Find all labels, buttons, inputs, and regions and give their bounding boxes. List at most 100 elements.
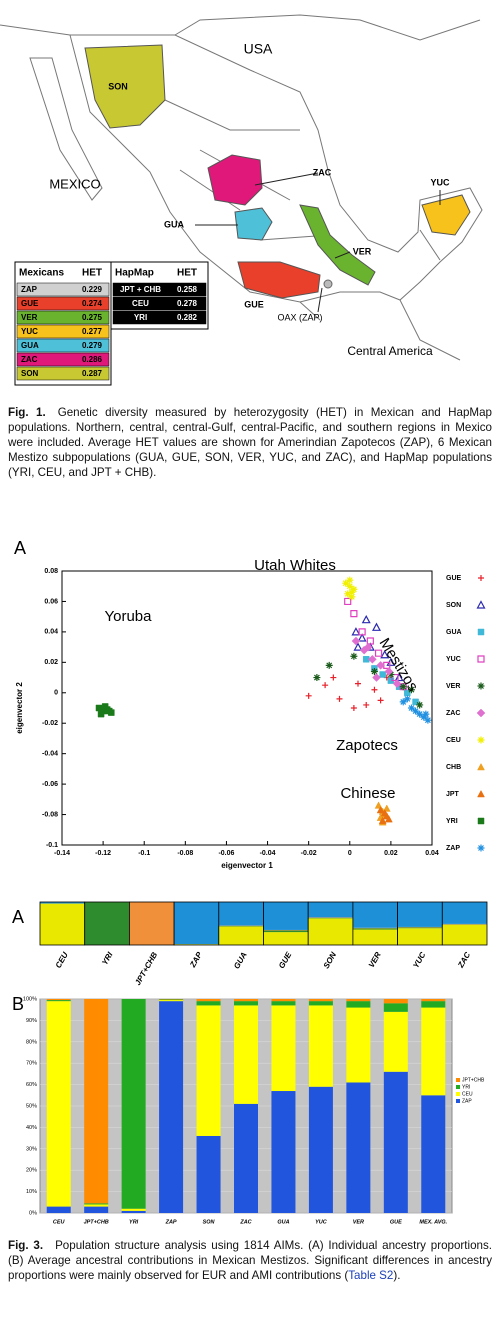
region-zac: [207, 154, 263, 206]
marker: [399, 698, 407, 706]
bar-segment: [383, 1003, 408, 1012]
baja-outline: [29, 57, 103, 201]
ancestry-segment: [40, 903, 85, 945]
table-het: 0.277: [82, 327, 103, 336]
bar-segment: [234, 1103, 258, 1213]
marker: [322, 682, 329, 689]
ancestry-segment: [218, 926, 264, 945]
legend-marker: [476, 600, 486, 609]
marker: [377, 697, 384, 704]
bar-segment: [308, 1001, 333, 1006]
y-tick-label: 0: [54, 690, 58, 697]
annotation: Zapotecs: [336, 737, 398, 754]
x-tick-label: 0.04: [425, 850, 439, 857]
legend-label: SON: [446, 602, 461, 609]
x-tick-label: YUC: [315, 1219, 328, 1225]
marker: [351, 636, 361, 646]
marker: [348, 593, 356, 601]
y-tick-label: 50%: [26, 1103, 37, 1109]
legend-label: VER: [446, 683, 460, 690]
plot-frame: [61, 570, 433, 846]
legend-marker: [476, 708, 486, 718]
annotation: Utah Whites: [254, 557, 336, 574]
y-tick-label: 0.06: [44, 598, 58, 605]
x-tick-label: ZAC: [239, 1219, 252, 1225]
x-tick-label: ZAP: [188, 950, 205, 970]
bar-segment: [159, 1001, 184, 1213]
legend-label: ZAP: [462, 1098, 472, 1104]
marker: [363, 642, 373, 652]
map-label: GUA: [164, 219, 185, 229]
legend-label: YUC: [446, 656, 461, 663]
marker: [394, 672, 404, 682]
y-tick-label: 30%: [26, 1146, 37, 1152]
legend-swatch: [456, 1085, 460, 1089]
x-tick-label: YRI: [100, 950, 115, 967]
legend-label: JPT+CHB: [462, 1077, 485, 1083]
bar-segment: [234, 1005, 258, 1104]
table-row: [16, 282, 110, 297]
y-tick-label: 0.04: [44, 629, 58, 636]
x-tick-label: JPT+CHB: [133, 950, 159, 986]
marker: [353, 642, 363, 651]
marker: [379, 671, 386, 678]
bar-segment: [84, 1204, 109, 1207]
bar-segment: [84, 1206, 109, 1213]
caption-text: Population structure analysis using 1814…: [8, 1239, 493, 1282]
marker: [325, 661, 333, 669]
table-row: [16, 296, 110, 311]
marker: [382, 812, 391, 820]
x-tick-label: CEU: [53, 1219, 66, 1225]
marker: [357, 633, 367, 642]
table-row: [16, 310, 110, 325]
panel-letter: B: [12, 994, 24, 1014]
marker: [344, 597, 352, 606]
table-row: [112, 282, 207, 297]
table-row: [16, 338, 110, 353]
x-tick-label: VER: [353, 1219, 364, 1225]
block-border: [441, 901, 488, 946]
ancestry-segment: [397, 927, 443, 929]
table-link[interactable]: Table S2: [348, 1269, 394, 1282]
marker: [422, 710, 430, 718]
marker: [363, 701, 370, 708]
marker: [366, 637, 374, 645]
table-pop: VER: [21, 313, 38, 322]
marker: [305, 692, 312, 699]
bar-segment: [46, 1001, 71, 1207]
region-yuc: [421, 194, 471, 236]
x-tick-label: GUE: [277, 950, 294, 970]
map-labels: USA MEXICO SON ZAC YUC GUA VER GUE OAX (ZAP) Cent…: [49, 41, 450, 358]
map-label: ZAC: [313, 167, 332, 177]
x-tick-label: JPT+CHB: [84, 1219, 109, 1225]
table-pop: GUA: [21, 341, 39, 350]
marker: [378, 816, 387, 824]
legend-marker: [477, 682, 485, 690]
y-tick-label: 20%: [26, 1168, 37, 1174]
region-son: [84, 44, 166, 129]
mexico-outline: [69, 34, 483, 303]
bar-segment: [121, 999, 146, 1209]
x-tick-label: -0.02: [301, 850, 317, 857]
x-tick-label: -0.14: [54, 850, 70, 857]
table-het: 0.278: [177, 299, 198, 308]
x-tick-label: CEU: [54, 950, 70, 969]
ancestry-segment: [397, 902, 443, 927]
marker: [384, 667, 394, 676]
x-tick-label: 0: [348, 850, 352, 857]
ancestry-segment: [397, 928, 443, 945]
x-tick-label: GUA: [277, 1219, 289, 1225]
x-tick-label: -0.1: [138, 850, 150, 857]
table-header: Mexicans: [19, 268, 64, 279]
ancestry-segment: [218, 902, 264, 926]
x-tick-label: -0.06: [218, 850, 234, 857]
marker: [374, 649, 383, 657]
table-row: [112, 296, 207, 311]
legend-marker: [477, 844, 485, 852]
bar-segment: [421, 999, 446, 1002]
ancestry-segment: [352, 902, 398, 928]
bar-segment: [346, 1001, 371, 1008]
legend-label: JPT: [446, 791, 460, 798]
legend-marker: [477, 655, 485, 663]
